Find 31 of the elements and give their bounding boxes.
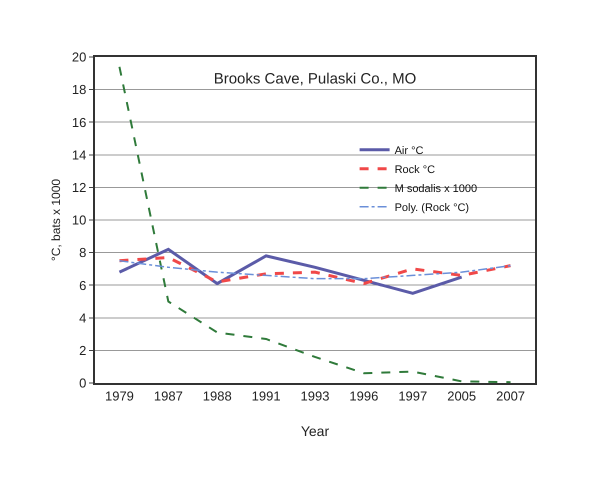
x-tick-label: 1997 <box>398 388 428 404</box>
x-axis-title: Year <box>300 423 330 439</box>
x-tick-label: 1993 <box>300 388 330 404</box>
y-tick-label: 20 <box>72 50 86 65</box>
y-axis-title: °C, bats x 1000 <box>49 178 63 262</box>
x-tick-label: 1987 <box>154 388 183 404</box>
x-tick-label: 1996 <box>349 388 378 404</box>
line-series <box>118 260 512 280</box>
y-tick-label: 12 <box>72 180 86 195</box>
x-tick-label: 2007 <box>496 388 526 404</box>
y-tick-label: 10 <box>72 212 86 228</box>
x-tick-label: 1988 <box>202 388 232 404</box>
x-tick-label: 1991 <box>252 388 281 404</box>
line-series <box>118 248 464 295</box>
line-series <box>118 66 512 383</box>
y-tick-label: 14 <box>72 147 86 162</box>
x-tick-label: 2005 <box>447 388 476 404</box>
y-tick-label: 8 <box>79 245 86 260</box>
y-tick-label: 4 <box>79 310 86 326</box>
x-tick-label: 1979 <box>104 388 134 404</box>
line-series <box>118 256 512 286</box>
y-tick-label: 18 <box>72 82 86 98</box>
legend-label: Rock °C <box>394 164 436 176</box>
legend-label: Air °C <box>394 145 424 158</box>
legend-label: M sodalis x 1000 <box>394 183 478 196</box>
text: Brooks Cave, Pulaski Co., MO <box>214 70 416 88</box>
y-tick-label: 16 <box>72 114 86 130</box>
y-tick-label: 0 <box>79 376 86 391</box>
legend-label: Poly. (Rock °C) <box>394 202 470 214</box>
y-tick-label: 2 <box>79 342 86 358</box>
y-tick-label: 6 <box>79 278 86 293</box>
